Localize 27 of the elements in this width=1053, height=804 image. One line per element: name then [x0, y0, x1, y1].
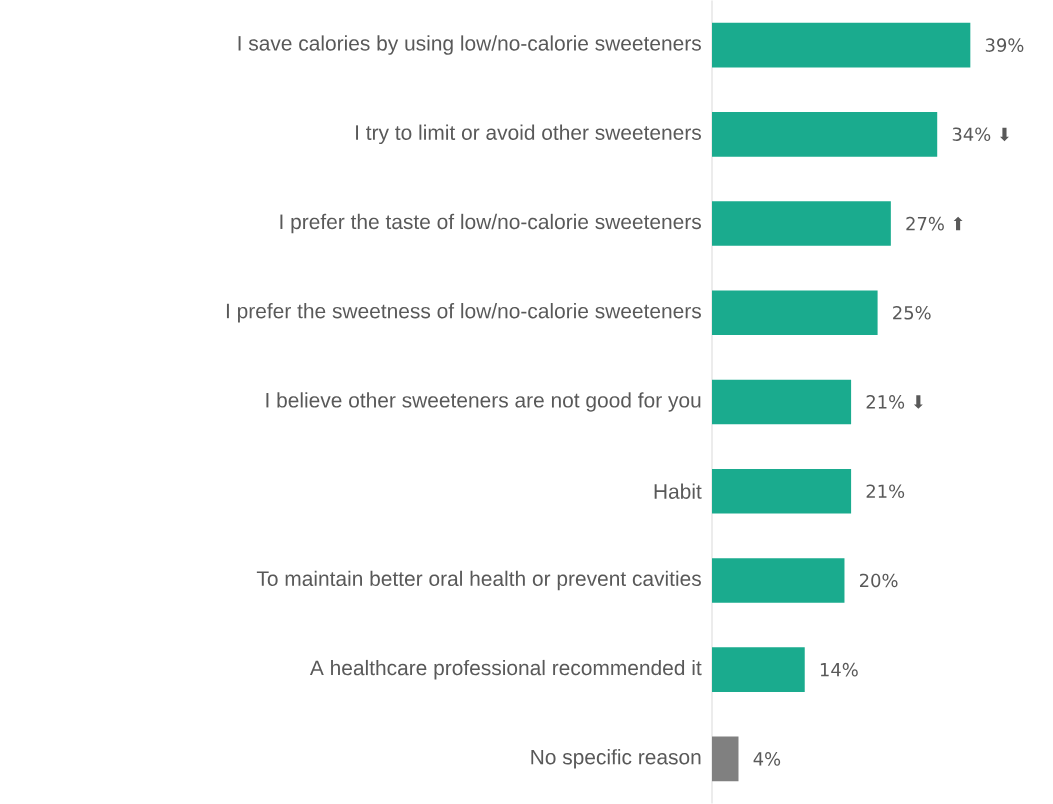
bar [712, 736, 739, 782]
data-label: 21% [866, 484, 905, 498]
y-tick-label: I prefer the taste of low/no-calorie sweeteners [280, 213, 701, 234]
bar [712, 379, 852, 425]
data-label: 34% ⬇ [952, 127, 1009, 142]
y-tick-label: I prefer the sweetness of low/no-calorie sweeteners [226, 303, 701, 323]
y-tick-label: Habit [654, 483, 702, 499]
bar [712, 201, 891, 246]
y-tick-label: I save calories by using low/no-calorie sweeteners [238, 35, 701, 55]
bar [712, 22, 971, 68]
data-label: 14% [820, 662, 858, 677]
data-label: 21% ⬇ [866, 395, 923, 409]
y-tick-label: A healthcare professional recommended it [309, 659, 702, 680]
bar [712, 112, 938, 157]
bar [712, 558, 845, 603]
data-label: 20% [859, 573, 898, 588]
y-tick-label: No specific reason [531, 749, 701, 769]
data-label: 4% [753, 752, 781, 766]
y-tick-label: I believe other sweeteners are not good for you [266, 392, 701, 412]
bar [712, 290, 878, 336]
bar [712, 647, 805, 692]
data-label: 27% ⬆ [906, 216, 963, 231]
y-tick-label: To maintain better oral health or prevent cavities [256, 570, 701, 591]
data-label: 39% [985, 38, 1024, 52]
y-tick-label: I try to limit or avoid other sweeteners [356, 124, 701, 145]
data-label: 25% [893, 306, 931, 320]
bar [712, 468, 852, 514]
